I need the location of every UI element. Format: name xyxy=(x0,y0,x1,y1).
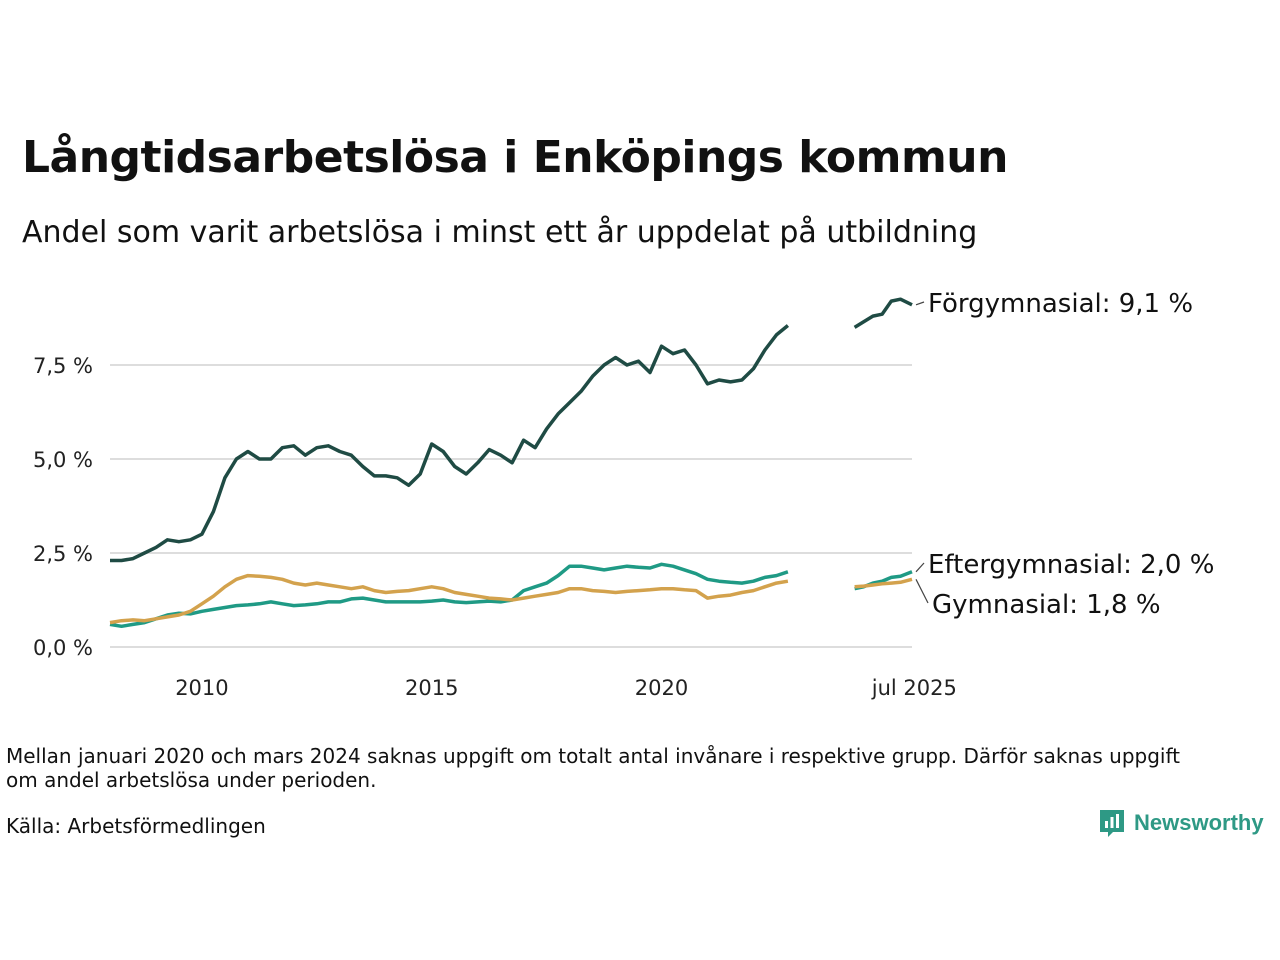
brand-name: Newsworthy xyxy=(1134,810,1264,835)
bar-chart-icon xyxy=(1100,810,1124,837)
line-chart: 0,0 % 2,5 % 5,0 % 7,5 % 2010 2015 2020 jul 202… xyxy=(33,289,1214,700)
chart-title: Långtidsarbetslösa i Enköpings kommun xyxy=(22,132,1008,183)
series-line-eftergymnasial xyxy=(109,562,789,629)
y-tick-label: 0,0 % xyxy=(33,636,93,660)
series-label-forgymnasial: Förgymnasial: 9,1 % xyxy=(928,289,1193,319)
source-note: Källa: Arbetsförmedlingen xyxy=(6,814,266,838)
chart-subtitle: Andel som varit arbetslösa i minst ett å… xyxy=(22,215,978,250)
series-line-forgymnasial xyxy=(110,324,790,563)
label-leader xyxy=(915,579,929,604)
brand-logo: Newsworthy xyxy=(1098,808,1264,838)
x-tick-label: jul 2025 xyxy=(871,676,957,700)
series-label-gymnasial: Gymnasial: 1,8 % xyxy=(932,590,1161,620)
series-line-forgymnasial xyxy=(853,297,913,329)
series-label-eftergymnasial: Eftergymnasial: 2,0 % xyxy=(928,550,1214,580)
label-leader xyxy=(915,301,925,306)
series-line-gymnasial xyxy=(854,577,913,589)
y-tick-label: 2,5 % xyxy=(33,542,93,566)
x-axis-ticks: 2010 2015 2020 jul 2025 xyxy=(175,676,957,700)
y-axis-ticks: 0,0 % 2,5 % 5,0 % 7,5 % xyxy=(33,354,93,660)
series-line-gymnasial xyxy=(109,573,789,625)
label-leader xyxy=(915,562,925,573)
x-tick-label: 2015 xyxy=(405,676,458,700)
x-tick-label: 2020 xyxy=(635,676,688,700)
y-tick-label: 5,0 % xyxy=(33,448,93,472)
x-tick-label: 2010 xyxy=(175,676,228,700)
series-end-labels: Förgymnasial: 9,1 % Eftergymnasial: 2,0 %… xyxy=(915,289,1214,620)
footnote: Mellan januari 2020 och mars 2024 saknas… xyxy=(6,744,1181,792)
series-lines xyxy=(109,297,913,629)
grid-lines xyxy=(110,364,912,648)
y-tick-label: 7,5 % xyxy=(33,354,93,378)
